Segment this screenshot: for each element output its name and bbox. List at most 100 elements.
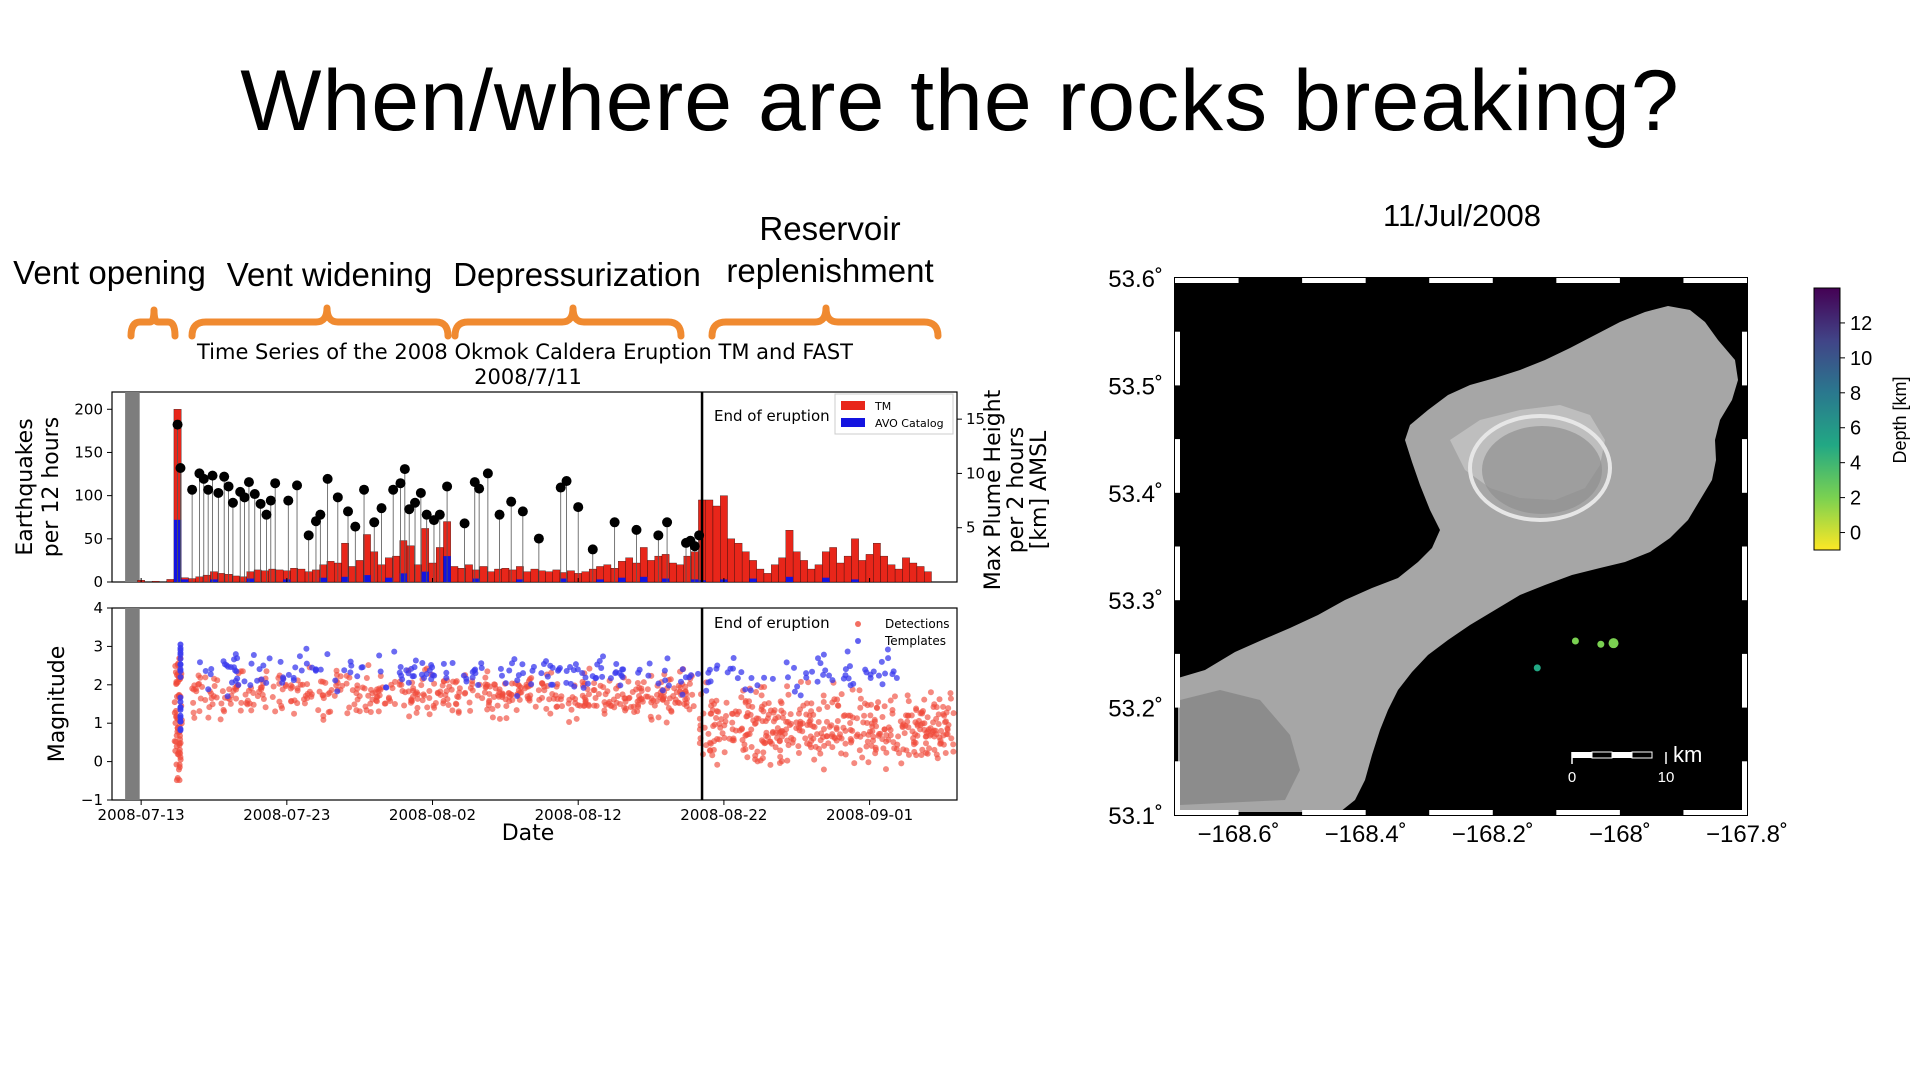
detection-point <box>748 743 755 750</box>
detection-point <box>880 745 887 752</box>
x-tick-label: 2008-09-01 <box>826 806 913 824</box>
detection-point <box>566 696 573 703</box>
plume-point <box>442 481 453 492</box>
tm-bar <box>843 555 852 583</box>
plume-point <box>376 503 387 514</box>
detection-point <box>375 688 382 695</box>
detection-point <box>543 705 550 712</box>
detection-point <box>308 691 315 698</box>
detection-point <box>299 681 306 688</box>
top-chart-ylabel-line1: Earthquakes <box>13 418 38 555</box>
detection-point <box>764 715 771 722</box>
detection-point <box>353 690 360 697</box>
detection-point <box>933 751 940 758</box>
earthquake-point <box>1608 638 1619 649</box>
template-point <box>734 675 741 682</box>
phase-label-vent-widening: Vent widening <box>226 256 433 293</box>
detection-point <box>919 710 926 717</box>
detection-point <box>670 693 677 700</box>
template-point <box>391 648 398 655</box>
template-point <box>296 653 303 660</box>
detection-point <box>795 710 802 717</box>
plume-point <box>533 533 544 544</box>
caldera-floor <box>1482 426 1602 514</box>
template-point <box>582 674 589 681</box>
detection-point <box>896 750 903 757</box>
detection-point <box>758 692 765 699</box>
detection-point <box>853 715 860 722</box>
detection-point <box>774 734 781 741</box>
template-point <box>797 692 804 699</box>
x-tick-label: 2008-08-12 <box>535 806 622 824</box>
detection-point <box>817 750 824 757</box>
detection-point <box>721 734 728 741</box>
plume-point <box>421 509 432 520</box>
tm-bar <box>771 564 779 583</box>
detection-point <box>426 711 433 718</box>
detection-point <box>554 703 561 710</box>
template-point <box>412 657 419 664</box>
template-point <box>695 670 702 677</box>
plume-point <box>239 492 250 503</box>
detection-point <box>586 665 593 672</box>
template-point <box>803 670 810 677</box>
map-xtick-label: −168.6˚ <box>1198 821 1280 848</box>
detection-point <box>948 735 955 742</box>
map-frame-segment <box>1556 278 1620 283</box>
detection-point <box>732 708 739 715</box>
detection-point <box>872 750 879 757</box>
detection-point <box>778 707 785 714</box>
template-point <box>783 659 790 666</box>
avo-bar <box>596 579 604 582</box>
template-point <box>258 676 265 683</box>
map-ytick-label: 53.3˚ <box>1108 588 1163 615</box>
detection-point <box>891 693 898 700</box>
tm-bar <box>669 562 677 583</box>
template-point <box>572 661 579 668</box>
detection-point <box>711 721 718 728</box>
detection-point <box>418 682 425 689</box>
top-ytick-label: 200 <box>74 400 103 418</box>
plume-point <box>694 530 705 541</box>
template-point <box>665 682 672 689</box>
plume-point <box>213 487 224 498</box>
template-point <box>600 653 607 660</box>
detection-point <box>558 703 565 710</box>
top-ytick-label: 100 <box>74 487 103 505</box>
detection-point <box>744 709 751 716</box>
plume-point <box>474 483 485 494</box>
detection-point <box>932 727 939 734</box>
plume-point <box>303 530 314 541</box>
detection-point <box>503 703 510 710</box>
detection-point <box>911 748 918 755</box>
detection-point <box>337 673 344 680</box>
map-ytick-label: 53.2˚ <box>1108 696 1163 723</box>
detection-point <box>406 713 413 720</box>
bottom-legend-detections-label: Detections <box>885 617 950 631</box>
detection-point <box>784 737 791 744</box>
detection-point <box>787 711 794 718</box>
earthquake-point <box>1597 640 1605 648</box>
bracket-vent-opening <box>127 306 179 340</box>
detection-point <box>474 692 481 699</box>
template-point <box>761 674 768 681</box>
detection-point <box>817 737 824 744</box>
template-point <box>263 679 270 686</box>
detection-point <box>918 752 925 759</box>
detection-point <box>391 701 398 708</box>
detection-point <box>566 719 573 726</box>
tm-bar <box>778 557 786 583</box>
template-point <box>354 673 361 680</box>
detection-point <box>714 736 721 743</box>
bottom-chart-dots <box>125 608 957 800</box>
detection-point <box>526 695 533 702</box>
detection-point <box>558 693 565 700</box>
detection-point <box>885 736 892 743</box>
plume-point <box>434 509 445 520</box>
detection-point <box>539 694 546 701</box>
template-point <box>177 655 184 662</box>
detection-point <box>705 730 712 737</box>
tm-bar <box>661 554 670 583</box>
detection-point <box>820 766 827 773</box>
avo-bar <box>661 578 670 582</box>
